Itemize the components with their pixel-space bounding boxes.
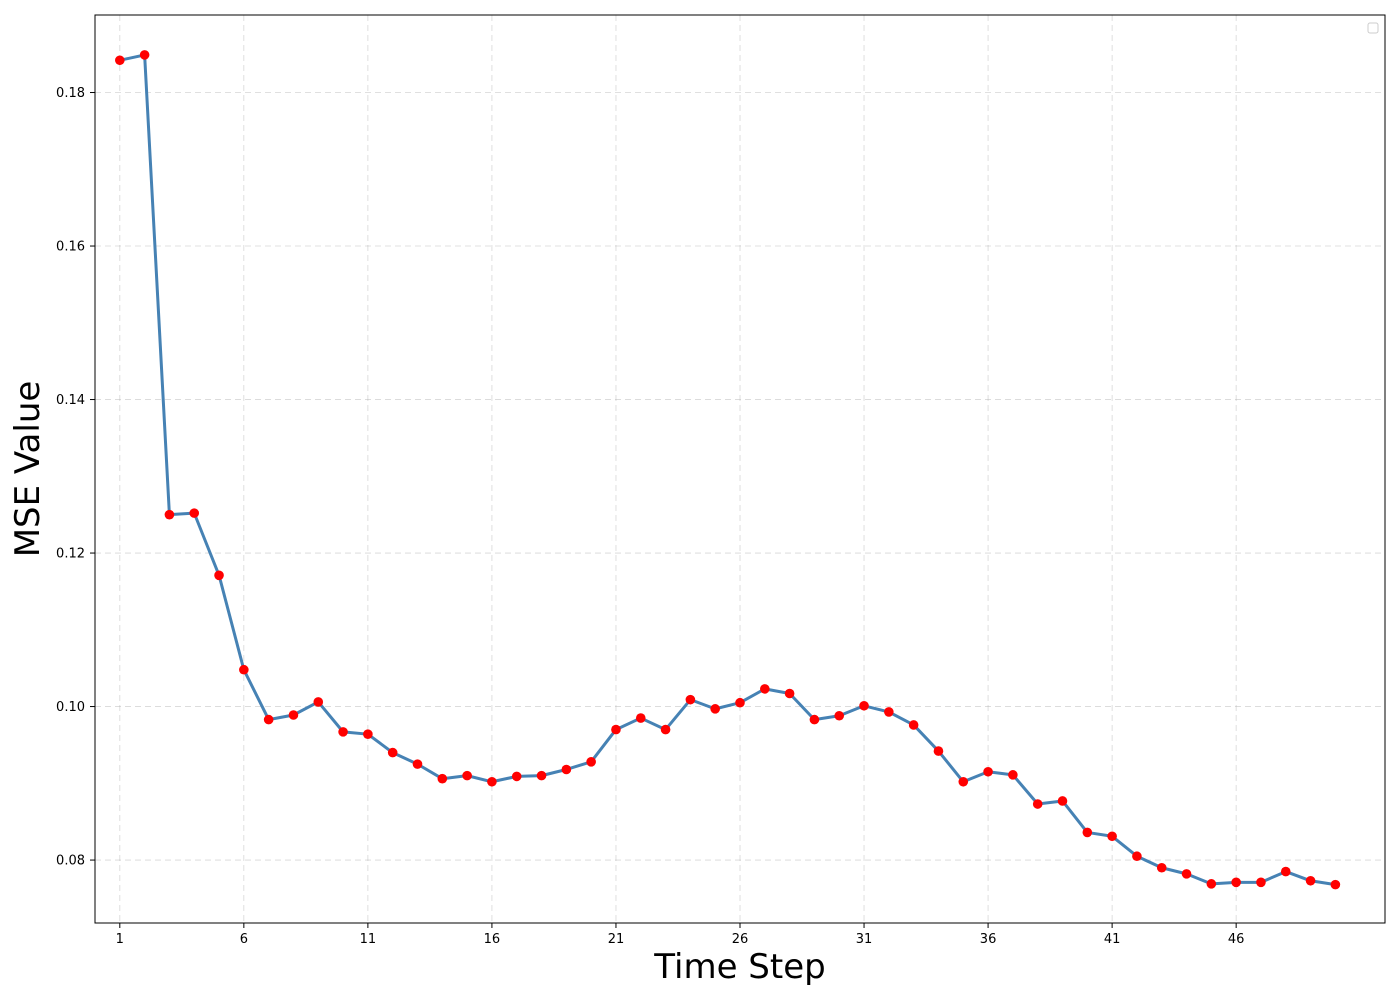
data-point-marker	[660, 724, 671, 735]
y-tick-label: 0.16	[56, 240, 85, 255]
data-point-marker	[784, 688, 795, 699]
data-point-marker	[239, 664, 249, 675]
x-tick-label: 6	[240, 932, 248, 947]
x-tick-label: 1	[116, 932, 124, 947]
data-point-marker	[1082, 827, 1093, 838]
data-point-marker	[834, 710, 845, 721]
data-point-marker	[1206, 879, 1217, 889]
x-tick-label: 36	[980, 932, 997, 947]
x-axis-title: Time Step	[653, 947, 825, 987]
data-point-marker	[958, 776, 969, 787]
data-point-marker	[363, 729, 373, 739]
x-axis-ticks: 1 6 11 16 21 26 31 36 41 46	[116, 923, 1245, 947]
series	[115, 50, 1341, 890]
data-point-marker	[884, 707, 894, 717]
data-point-marker	[908, 720, 919, 730]
data-point-marker	[685, 694, 696, 705]
x-tick-label: 46	[1228, 932, 1245, 947]
data-point-marker	[412, 759, 423, 769]
data-point-marker	[536, 770, 547, 781]
data-point-marker	[760, 684, 770, 694]
data-point-marker	[1032, 799, 1043, 809]
data-point-marker	[1330, 879, 1341, 890]
data-point-marker	[859, 700, 869, 711]
y-tick-label: 0.12	[56, 547, 85, 562]
data-point-marker	[1256, 877, 1266, 888]
data-point-marker	[611, 724, 621, 735]
y-tick-label: 0.10	[56, 700, 85, 715]
data-point-marker	[1057, 796, 1068, 806]
x-tick-label: 11	[360, 932, 377, 947]
data-point-marker	[164, 509, 175, 520]
data-point-marker	[735, 697, 745, 708]
data-point-marker	[1231, 877, 1241, 888]
data-point-marker	[288, 710, 299, 720]
data-point-marker	[1280, 866, 1291, 877]
data-point-marker	[586, 757, 596, 767]
data-point-marker	[1107, 831, 1117, 842]
data-point-marker	[1132, 851, 1142, 862]
data-point-marker	[1181, 869, 1192, 879]
data-point-marker	[487, 776, 497, 787]
data-point-marker	[809, 714, 820, 725]
data-point-marker	[635, 713, 646, 723]
data-point-marker	[462, 770, 472, 781]
data-point-marker	[338, 727, 348, 737]
data-point-marker	[511, 771, 522, 782]
data-point-marker	[139, 50, 150, 60]
y-axis-title: MSE Value	[8, 381, 48, 558]
x-tick-label: 21	[608, 932, 625, 947]
data-point-marker	[387, 747, 398, 758]
series-line	[118, 53, 1337, 887]
data-point-marker	[313, 697, 324, 707]
data-point-marker	[1008, 770, 1018, 780]
data-point-marker	[710, 704, 720, 714]
data-point-marker	[189, 508, 200, 518]
data-point-marker	[983, 766, 993, 777]
x-tick-label: 31	[856, 932, 873, 947]
data-point-marker	[437, 773, 448, 784]
y-tick-label: 0.14	[56, 393, 85, 408]
x-tick-label: 16	[484, 932, 501, 947]
data-point-marker	[214, 570, 224, 581]
y-tick-label: 0.08	[56, 854, 85, 869]
data-point-marker	[263, 714, 274, 725]
x-tick-label: 26	[732, 932, 749, 947]
grid	[95, 15, 1385, 923]
legend-box	[1367, 22, 1379, 34]
data-point-marker	[933, 746, 944, 756]
y-axis-ticks: 0.08 0.10 0.12 0.14 0.16 0.18	[56, 86, 95, 869]
y-tick-label: 0.18	[56, 86, 85, 101]
x-tick-label: 41	[1104, 932, 1121, 947]
data-point-marker	[115, 55, 125, 66]
data-point-marker	[1305, 875, 1316, 886]
data-point-marker	[561, 764, 572, 775]
data-point-marker	[1156, 862, 1167, 873]
